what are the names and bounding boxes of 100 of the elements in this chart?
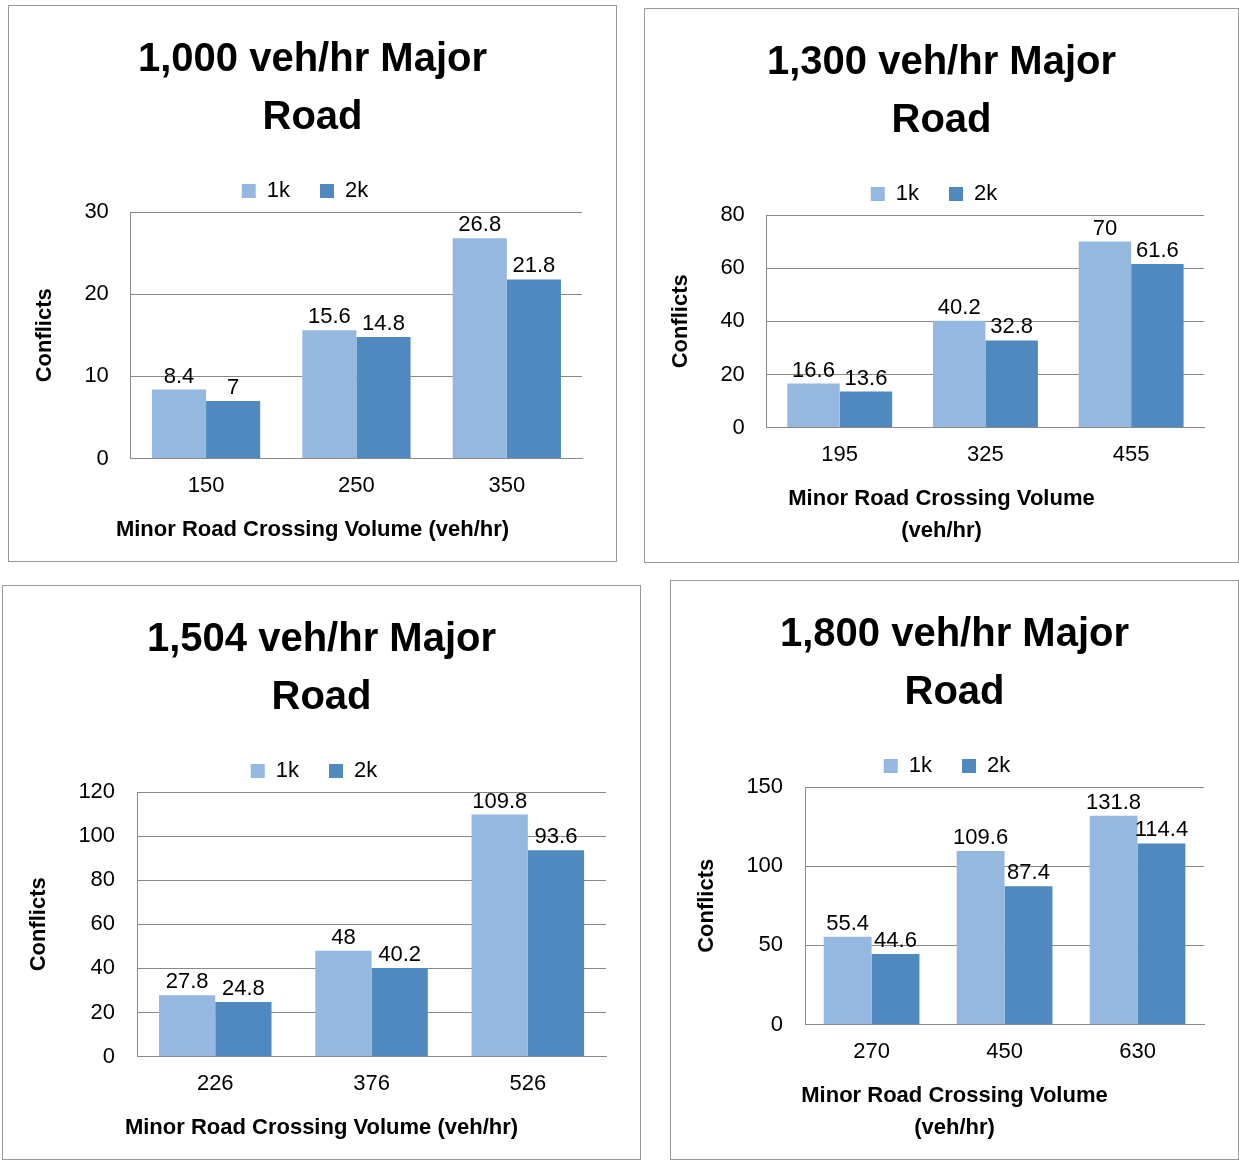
x-tick-label: 376: [353, 1069, 390, 1095]
data-label: 114.4: [1134, 816, 1189, 842]
bar: [471, 814, 528, 1057]
data-label: 93.6: [534, 823, 578, 849]
legend-label: 2k: [345, 177, 370, 203]
legend-label: 1k: [908, 752, 933, 778]
legend-label: 2k: [987, 752, 1012, 778]
x-tick-label: 270: [853, 1037, 890, 1063]
y-tick-label: 50: [758, 931, 784, 957]
y-tick-label: 100: [746, 852, 784, 878]
y-tick-label: 0: [102, 1042, 116, 1068]
data-label: 61.6: [1135, 236, 1179, 262]
data-label: 8.4: [163, 362, 195, 388]
data-label: 24.8: [221, 974, 265, 1000]
legend-label: 2k: [354, 757, 379, 783]
data-label: 131.8: [1086, 788, 1142, 814]
x-tick-label: 195: [821, 440, 859, 466]
x-tick-label: 150: [187, 471, 225, 497]
bar: [956, 850, 1005, 1025]
data-label: 14.8: [362, 310, 405, 336]
y-tick-label: 60: [90, 910, 116, 936]
x-tick-label: 526: [509, 1069, 547, 1095]
chart-title: 1,504 veh/hr Major Road: [145, 614, 497, 719]
x-tick-label: 250: [338, 471, 375, 497]
bar: [1089, 815, 1138, 1025]
x-axis-title: Minor Road Crossing Volume (veh/hr): [800, 1081, 1109, 1141]
y-tick-label: 0: [732, 413, 745, 439]
y-tick-label: 120: [78, 778, 116, 804]
data-label: 55.4: [826, 909, 870, 935]
y-axis-title: Conflicts: [31, 288, 57, 383]
y-tick-label: 60: [720, 254, 745, 280]
data-label: 15.6: [307, 303, 351, 329]
y-axis-title: Conflicts: [25, 877, 51, 972]
data-label: 48: [331, 923, 356, 949]
bar: [506, 279, 561, 459]
data-label: 26.8: [458, 211, 502, 237]
y-tick-label: 80: [90, 866, 116, 892]
chart-title: 1,000 veh/hr Major Road: [136, 34, 488, 139]
bar: [206, 401, 261, 459]
x-tick-label: 450: [986, 1037, 1023, 1063]
bar: [371, 967, 428, 1057]
bar: [823, 936, 872, 1025]
y-axis-title: Conflicts: [667, 274, 693, 369]
y-axis-title: Conflicts: [693, 858, 719, 953]
y-tick-label: 0: [96, 444, 109, 470]
y-tick-label: 0: [770, 1010, 784, 1036]
data-label: 70: [1092, 214, 1118, 240]
data-label: 109.6: [953, 824, 1009, 850]
bar: [985, 340, 1038, 428]
data-label: 109.8: [472, 787, 528, 813]
x-axis-title: Minor Road Crossing Volume (veh/hr): [114, 515, 511, 543]
chart-title: 1,800 veh/hr Major Road: [778, 609, 1130, 714]
bar: [151, 389, 207, 459]
y-tick-label: 40: [720, 307, 745, 333]
x-tick-label: 455: [1112, 440, 1150, 466]
x-tick-label: 630: [1119, 1037, 1156, 1063]
bar: [158, 995, 216, 1057]
data-label: 87.4: [1007, 859, 1050, 885]
legend-label: 2k: [974, 180, 999, 206]
x-tick-label: 226: [196, 1069, 234, 1095]
legend-label: 1k: [266, 177, 291, 203]
data-label: 40.2: [937, 293, 981, 319]
bar: [315, 950, 372, 1057]
data-label: 13.6: [844, 364, 888, 390]
data-label: 40.2: [378, 941, 422, 967]
bar: [356, 336, 411, 459]
bar: [1078, 241, 1132, 428]
legend-label: 1k: [275, 757, 300, 783]
bar: [527, 850, 585, 1057]
x-tick-label: 325: [967, 440, 1004, 466]
y-tick-label: 10: [84, 362, 109, 388]
bar: [1131, 263, 1184, 428]
bar: [215, 1001, 272, 1057]
x-axis-title: Minor Road Crossing Volume (veh/hr): [123, 1113, 520, 1141]
y-tick-label: 100: [78, 822, 116, 848]
y-tick-label: 20: [90, 998, 116, 1024]
bar: [1137, 843, 1186, 1025]
y-tick-label: 30: [84, 198, 109, 224]
data-label: 16.6: [792, 356, 835, 382]
legend-label: 1k: [895, 180, 920, 206]
y-tick-label: 150: [746, 773, 784, 799]
bar: [787, 383, 840, 428]
bar: [1004, 886, 1053, 1025]
bar: [452, 238, 507, 459]
bar: [932, 320, 986, 428]
data-label: 27.8: [165, 968, 209, 994]
y-tick-label: 20: [84, 280, 109, 306]
data-label: 21.8: [512, 252, 556, 278]
bar: [302, 330, 357, 459]
data-label: 44.6: [874, 927, 917, 953]
x-tick-label: 350: [488, 471, 526, 497]
chart-title: 1,300 veh/hr Major Road: [765, 37, 1117, 142]
data-label: 7: [227, 374, 240, 400]
data-label: 32.8: [990, 313, 1034, 339]
y-tick-label: 20: [720, 360, 745, 386]
bar: [839, 391, 893, 428]
y-tick-label: 80: [720, 201, 745, 227]
y-tick-label: 40: [90, 954, 116, 980]
x-axis-title: Minor Road Crossing Volume (veh/hr): [787, 484, 1096, 544]
bar: [871, 953, 920, 1025]
